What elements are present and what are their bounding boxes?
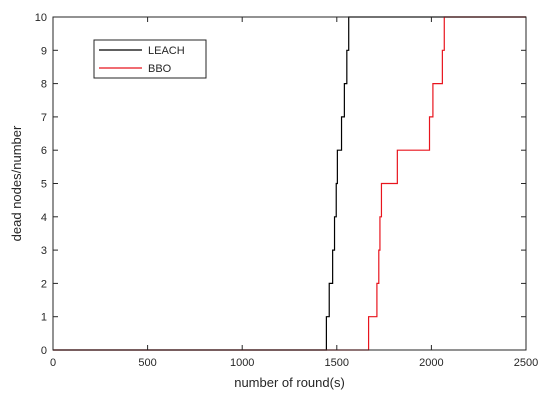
- y-tick-label: 4: [41, 212, 47, 224]
- x-tick-label: 500: [138, 357, 156, 369]
- x-axis-label: number of round(s): [234, 375, 345, 390]
- y-tick-label: 2: [41, 278, 47, 290]
- legend: LEACH BBO: [93, 39, 207, 79]
- y-tick-label: 6: [41, 145, 47, 157]
- series-line-leach: [53, 16, 526, 351]
- series-line-bbo: [53, 16, 526, 351]
- y-tick-label: 0: [41, 345, 47, 357]
- x-tick-label: 0: [50, 357, 56, 369]
- x-tick-label: 2000: [419, 357, 443, 369]
- y-tick-label: 3: [41, 245, 47, 257]
- ticks-layer: 0 500 1000 1500 2000 2500 0 1 2 3 4 5 6 7 8 9 10: [35, 12, 538, 369]
- y-tick-label: 1: [41, 312, 47, 324]
- legend-label-leach: LEACH: [148, 45, 185, 57]
- series-layer: [53, 16, 526, 351]
- y-axis-label: dead nodes/number: [9, 125, 24, 241]
- legend-box: [93, 39, 207, 79]
- y-tick-label: 9: [41, 45, 47, 57]
- legend-label-bbo: BBO: [148, 63, 172, 75]
- x-tick-label: 2500: [514, 357, 538, 369]
- y-tick-label: 7: [41, 112, 47, 124]
- y-tick-label: 10: [35, 12, 47, 24]
- y-tick-label: 5: [41, 179, 47, 191]
- y-tick-label: 8: [41, 79, 47, 91]
- x-tick-label: 1000: [230, 357, 254, 369]
- x-tick-label: 1500: [325, 357, 349, 369]
